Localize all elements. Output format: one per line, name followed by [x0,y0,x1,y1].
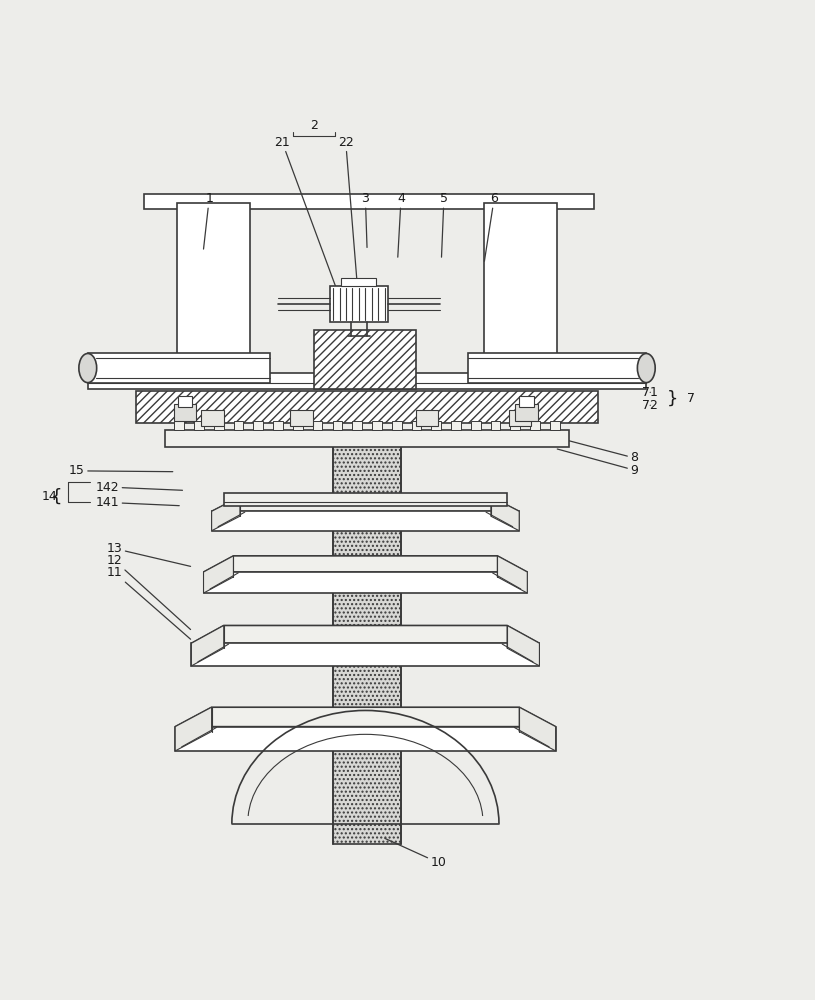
Text: 141: 141 [96,496,179,509]
Text: 8: 8 [557,438,638,464]
Bar [468,353,646,383]
Bar [341,278,377,286]
Bar [253,421,263,430]
Polygon shape [519,707,556,751]
Polygon shape [204,556,233,593]
Bar [333,421,342,430]
Polygon shape [192,625,224,666]
Bar [88,373,646,389]
Text: {: { [51,488,62,506]
Text: }: } [667,390,679,408]
Bar [174,421,184,430]
Polygon shape [175,727,556,751]
Polygon shape [175,707,212,751]
Polygon shape [204,556,527,572]
Bar [452,421,460,430]
Bar [372,421,381,430]
Bar [412,421,421,430]
Bar [416,410,438,426]
Bar [471,421,481,430]
Text: 11: 11 [107,566,191,639]
Bar [194,421,204,430]
Text: 3: 3 [362,192,369,247]
Polygon shape [507,625,540,666]
Text: 14: 14 [42,490,58,503]
Bar [88,353,270,383]
Polygon shape [192,643,540,666]
Text: 6: 6 [484,192,498,261]
Text: 71: 71 [642,386,659,399]
Polygon shape [212,497,240,531]
Bar [177,203,249,373]
Text: 10: 10 [385,838,446,869]
Text: 2: 2 [311,119,319,132]
Bar [144,194,593,209]
Bar [293,421,302,430]
Bar [330,286,388,322]
Bar [178,396,192,407]
Bar [174,404,196,421]
Bar [392,421,402,430]
Bar [431,421,441,430]
Bar [352,421,362,430]
Bar [519,396,534,407]
Bar [273,421,283,430]
Polygon shape [212,511,519,531]
Ellipse shape [79,353,97,383]
Bar [165,430,570,447]
Bar [550,421,560,430]
Bar [290,410,313,426]
Polygon shape [212,497,519,511]
Bar [510,421,520,430]
Bar [484,203,557,373]
Bar [136,391,597,423]
Polygon shape [175,707,556,727]
Text: 1: 1 [204,192,214,249]
Bar [313,421,323,430]
Text: 21: 21 [275,136,343,306]
Text: 9: 9 [557,449,638,477]
Text: 12: 12 [107,554,191,630]
Polygon shape [497,556,527,593]
Bar [234,421,244,430]
Text: 72: 72 [642,399,659,412]
Ellipse shape [637,353,655,383]
Text: 5: 5 [440,192,448,257]
Bar [509,410,531,426]
Bar [201,410,224,426]
Polygon shape [204,572,527,593]
Bar [333,439,401,844]
Text: 15: 15 [69,464,173,477]
Text: 22: 22 [338,136,359,306]
Text: 142: 142 [96,481,183,494]
Text: 7: 7 [687,392,694,405]
Bar [224,493,507,506]
Bar [491,421,500,430]
Polygon shape [192,625,540,643]
Bar [531,421,540,430]
Text: 13: 13 [107,542,191,566]
Text: 4: 4 [397,192,405,257]
Polygon shape [491,497,519,531]
Bar [214,421,223,430]
Bar [515,404,538,421]
Bar [315,330,416,389]
